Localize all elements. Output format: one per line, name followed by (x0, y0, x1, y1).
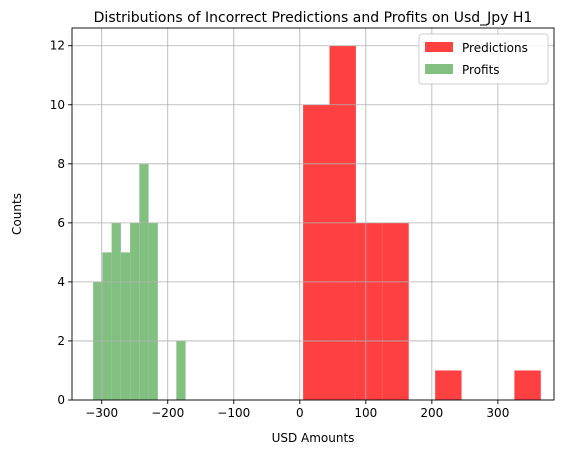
x-axis-label: USD Amounts (272, 431, 355, 445)
y-tick-label-6: 12 (50, 39, 65, 53)
y-tick-label-1: 2 (57, 334, 65, 348)
legend: Predictions Profits (418, 33, 549, 85)
legend-label-predictions: Predictions (462, 41, 528, 55)
y-tick-label-3: 6 (57, 216, 65, 230)
bar-profits-3 (120, 252, 131, 400)
x-tick-label-5: 200 (420, 406, 443, 420)
x-tick-label-0: −300 (85, 406, 118, 420)
bar-predictions-3 (382, 222, 409, 400)
y-tick-label-2: 4 (57, 275, 65, 289)
y-tick-label-5: 10 (50, 98, 65, 112)
x-tick-label-3: 0 (296, 406, 304, 420)
legend-label-profits: Profits (462, 63, 500, 77)
y-tick-label-0: 0 (57, 393, 65, 407)
bar-predictions-4 (435, 370, 462, 400)
bar-predictions-2 (355, 222, 383, 400)
bar-profits-1 (102, 252, 112, 400)
x-tick-label-2: −100 (217, 406, 250, 420)
bar-profits-2 (111, 222, 121, 400)
bar-predictions-0 (303, 104, 330, 400)
legend-swatch-predictions (425, 42, 453, 52)
bar-predictions-5 (514, 370, 541, 400)
y-tick-label-4: 8 (57, 157, 65, 171)
bar-profits-6 (148, 222, 158, 400)
grid (72, 28, 554, 401)
y-axis-ticks: 0 2 4 6 8 10 12 (50, 39, 72, 407)
bar-profits-4 (130, 222, 140, 400)
bar-profits-7 (176, 340, 186, 400)
x-tick-label-4: 100 (354, 406, 377, 420)
x-tick-label-6: 300 (486, 406, 509, 420)
plot-frame (71, 27, 555, 401)
y-axis-label: Counts (10, 193, 24, 235)
x-tick-label-1: −200 (151, 406, 184, 420)
x-axis-ticks: −300 −200 −100 0 100 200 300 (85, 400, 509, 420)
chart-title: Distributions of Incorrect Predictions a… (94, 10, 533, 26)
legend-swatch-profits (425, 64, 453, 74)
